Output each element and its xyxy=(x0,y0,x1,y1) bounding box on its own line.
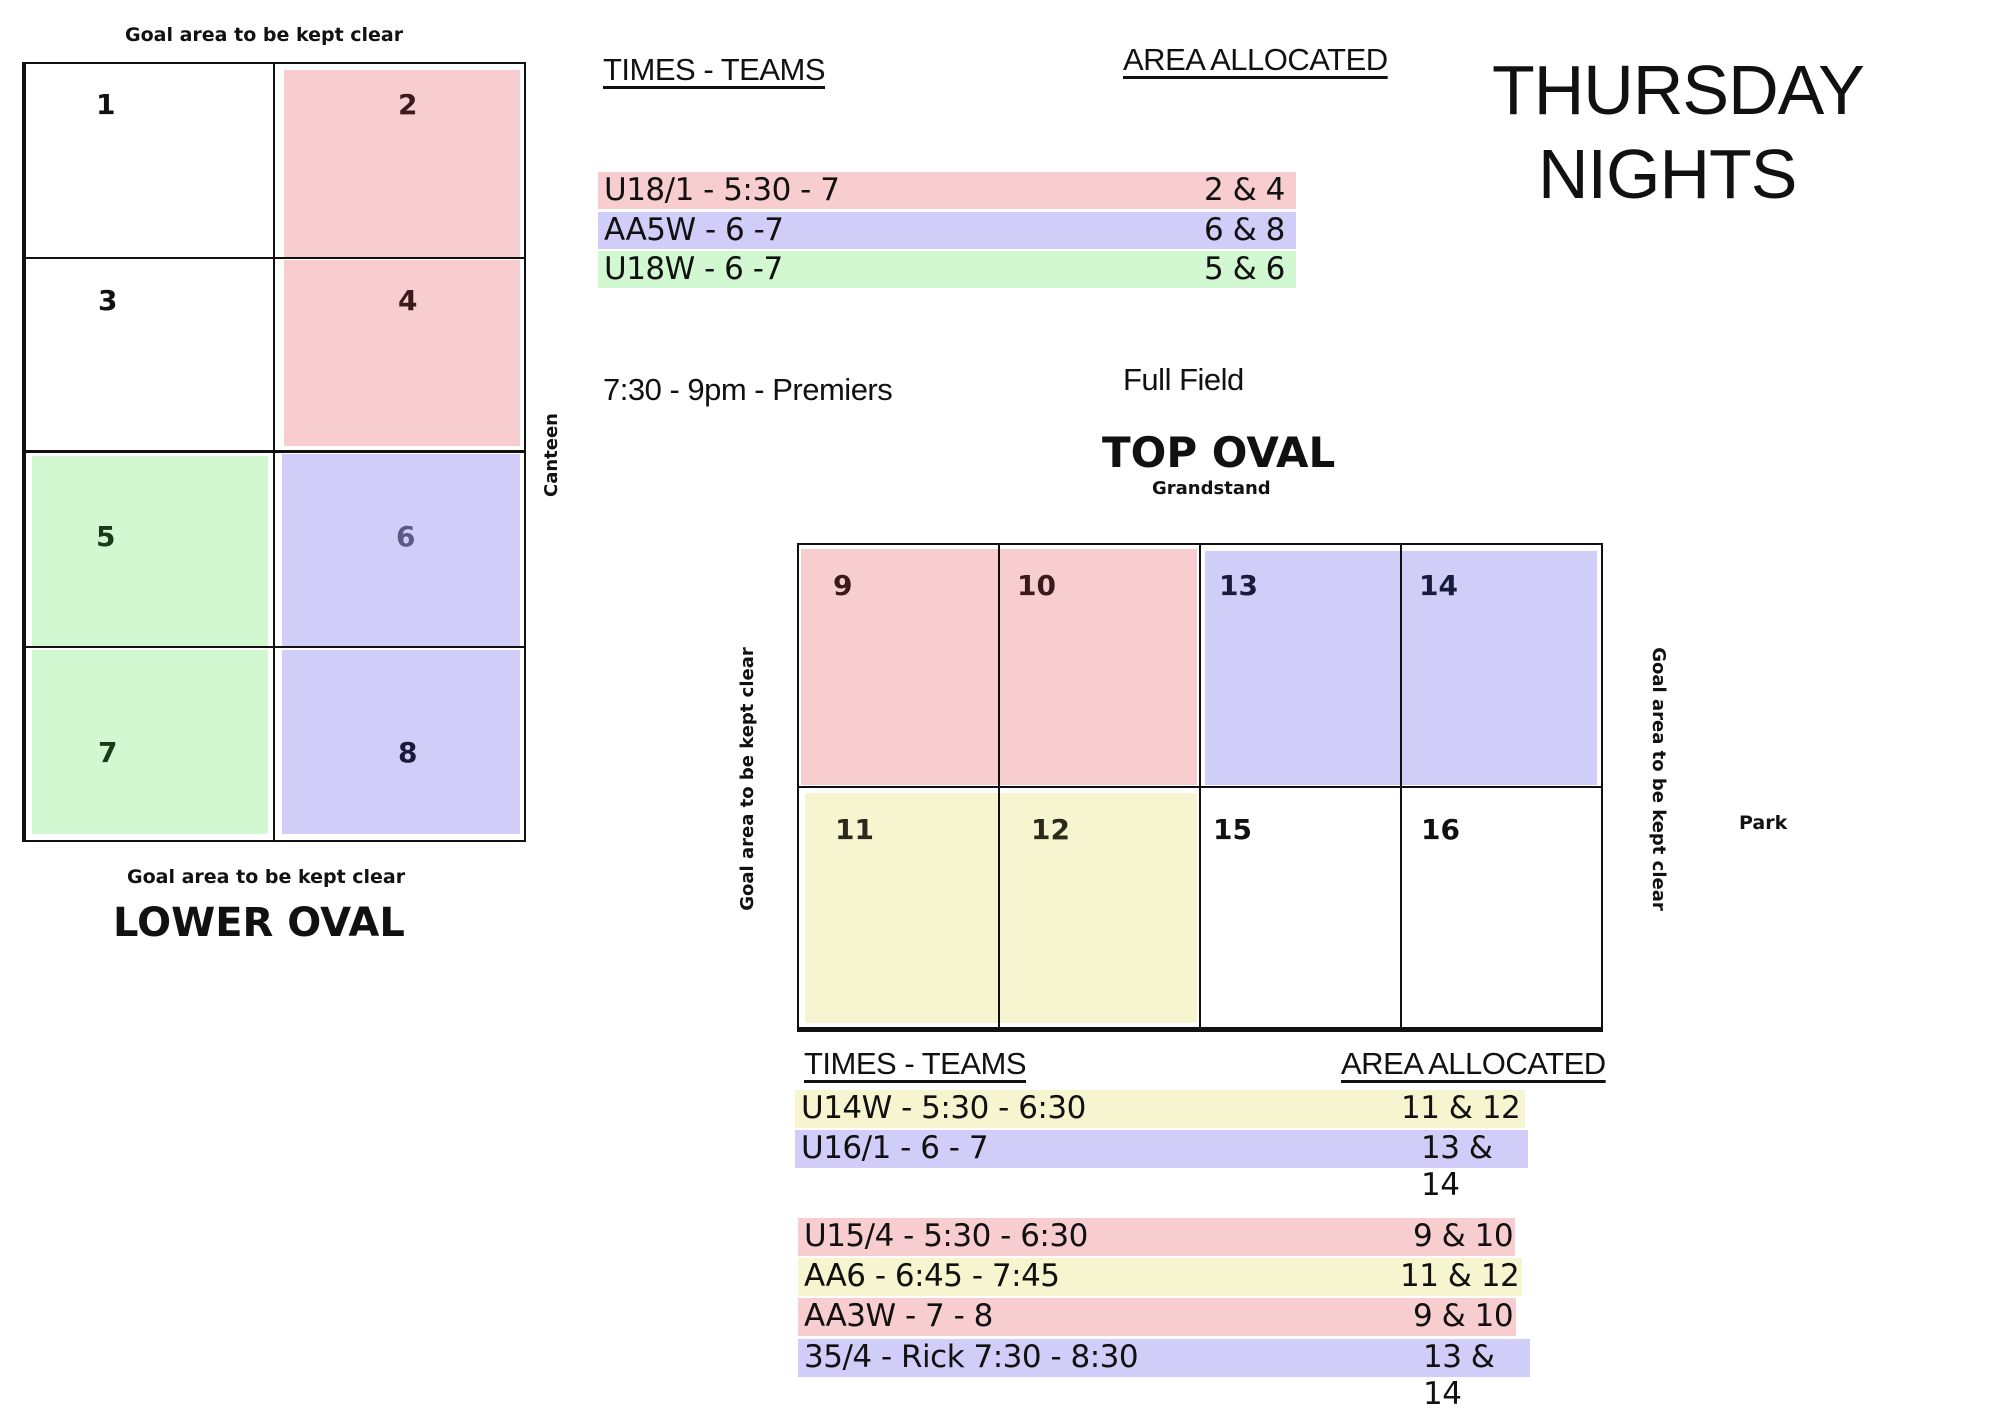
lower-cell-6-fill xyxy=(282,454,520,646)
top-oval-grandstand-label: Grandstand xyxy=(1152,478,1271,499)
lower-cell-8-fill xyxy=(282,650,520,834)
top-cell-14-label: 14 xyxy=(1419,569,1458,602)
area-text: 2 & 4 xyxy=(1204,172,1285,208)
bottom-schedule-row: 35/4 - Rick 7:30 - 8:30 13 & 14 xyxy=(798,1339,1530,1412)
lower-cell-4-fill xyxy=(284,260,520,446)
lower-cell-7-fill xyxy=(32,650,268,834)
team-time-text: AA3W - 7 - 8 xyxy=(804,1298,993,1334)
page-title-line1: THURSDAY xyxy=(1492,51,1865,129)
lower-cell-2-fill xyxy=(284,70,520,258)
top-oval-grid: 9 10 13 14 11 12 15 16 xyxy=(797,543,1603,1032)
area-text: 11 & 12 xyxy=(1400,1258,1520,1294)
premiers-area-text: Full Field xyxy=(1123,362,1244,397)
bottom-schedule-row: AA6 - 6:45 - 7:45 11 & 12 xyxy=(798,1258,1522,1296)
lower-divider-h1 xyxy=(22,257,526,259)
team-time-text: AA6 - 6:45 - 7:45 xyxy=(804,1258,1060,1294)
lower-border-bottom xyxy=(22,840,526,842)
team-time-text: U18/1 - 5:30 - 7 xyxy=(604,172,840,208)
top-divider-v3 xyxy=(1400,543,1402,1032)
area-text: 13 & 14 xyxy=(1421,1130,1493,1203)
top-schedule-row: U18/1 - 5:30 - 7 2 & 4 xyxy=(598,172,1296,209)
bottom-schedule-row: U15/4 - 5:30 - 6:30 9 & 10 xyxy=(798,1218,1515,1256)
top-cell-15-label: 15 xyxy=(1213,813,1252,846)
team-time-text: U14W - 5:30 - 6:30 xyxy=(801,1090,1086,1126)
top-border-left xyxy=(797,543,799,1032)
team-time-text: AA5W - 6 -7 xyxy=(604,212,784,248)
lower-cell-2-label: 2 xyxy=(398,88,418,121)
lower-divider-h2 xyxy=(22,450,526,453)
area-text: 13 & 14 xyxy=(1423,1339,1495,1412)
bottom-schedule-row: U16/1 - 6 - 7 13 & 14 xyxy=(795,1130,1528,1203)
top-schedule-times-header: TIMES - TEAMS xyxy=(603,52,826,87)
lower-divider-h3 xyxy=(22,646,526,648)
lower-cell-5-label: 5 xyxy=(96,520,116,553)
area-text: 9 & 10 xyxy=(1413,1218,1514,1254)
top-schedule-row: U18W - 6 -7 5 & 6 xyxy=(598,251,1296,288)
lower-oval-title: LOWER OVAL xyxy=(113,900,405,946)
team-time-text: U16/1 - 6 - 7 xyxy=(801,1130,989,1166)
top-cell-13-label: 13 xyxy=(1219,569,1258,602)
top-cell-11-12-fill xyxy=(805,793,1197,1023)
lower-cell-4-label: 4 xyxy=(398,284,418,317)
top-oval-goal-right-label: Goal area to be kept clear xyxy=(1648,647,1669,911)
top-cell-12-label: 12 xyxy=(1031,813,1070,846)
area-text: 5 & 6 xyxy=(1204,251,1285,287)
team-time-text: U18W - 6 -7 xyxy=(604,251,783,287)
lower-oval-grid: 1 2 3 4 5 6 7 8 xyxy=(22,62,526,842)
top-cell-16-label: 16 xyxy=(1421,813,1460,846)
area-text: 9 & 10 xyxy=(1413,1298,1514,1334)
lower-cell-8-label: 8 xyxy=(398,736,418,769)
top-schedule-row: AA5W - 6 -7 6 & 8 xyxy=(598,212,1296,249)
lower-cell-6-label: 6 xyxy=(396,520,416,553)
top-divider-v2 xyxy=(1199,543,1201,1032)
page-title-line2: NIGHTS xyxy=(1538,135,1797,213)
top-oval-goal-left-label: Goal area to be kept clear xyxy=(737,647,758,911)
top-oval-title: TOP OVAL xyxy=(1102,428,1336,477)
team-time-text: U15/4 - 5:30 - 6:30 xyxy=(804,1218,1088,1254)
team-time-text: 35/4 - Rick 7:30 - 8:30 xyxy=(804,1339,1139,1375)
premiers-time-text: 7:30 - 9pm - Premiers xyxy=(603,372,893,407)
top-cell-11-label: 11 xyxy=(835,813,874,846)
top-schedule-area-header: AREA ALLOCATED xyxy=(1123,42,1388,77)
bottom-schedule-area-header: AREA ALLOCATED xyxy=(1341,1046,1606,1081)
top-cell-10-label: 10 xyxy=(1017,569,1056,602)
lower-oval-goal-top-label: Goal area to be kept clear xyxy=(125,24,404,46)
lower-cell-5-fill xyxy=(32,456,268,646)
top-oval-park-label: Park xyxy=(1739,812,1788,834)
top-border-right xyxy=(1601,543,1603,1032)
bottom-schedule-row: U14W - 5:30 - 6:30 11 & 12 xyxy=(795,1090,1525,1128)
lower-cell-7-label: 7 xyxy=(98,736,118,769)
lower-oval-goal-bottom-label: Goal area to be kept clear xyxy=(127,866,406,888)
top-divider-v1 xyxy=(998,543,1000,1032)
bottom-schedule-times-header: TIMES - TEAMS xyxy=(804,1046,1027,1081)
top-cell-9-label: 9 xyxy=(833,569,853,602)
lower-cell-1-label: 1 xyxy=(96,88,116,121)
bottom-schedule-row: AA3W - 7 - 8 9 & 10 xyxy=(798,1298,1516,1336)
area-text: 11 & 12 xyxy=(1401,1090,1521,1126)
lower-border-top xyxy=(22,62,526,64)
area-text: 6 & 8 xyxy=(1204,212,1285,248)
lower-cell-3-label: 3 xyxy=(98,284,118,317)
lower-oval-canteen-label: Canteen xyxy=(541,413,562,498)
